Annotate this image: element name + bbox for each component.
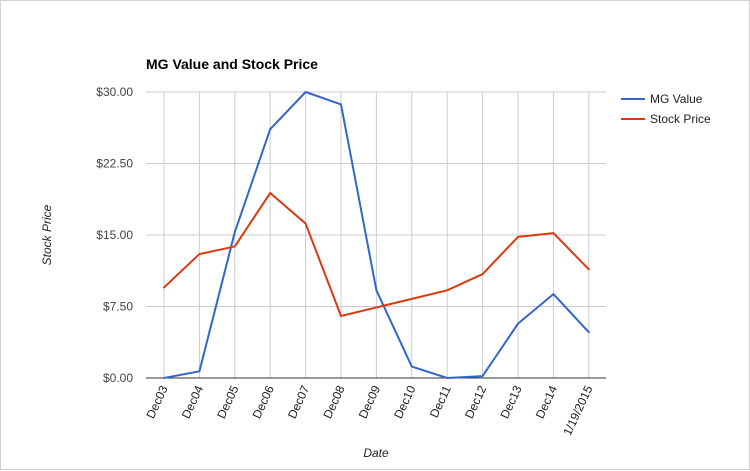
- x-tick-label: Dec03: [143, 383, 170, 421]
- y-tick-label: $15.00: [96, 228, 133, 242]
- y-tick-label: $22.50: [96, 157, 133, 171]
- x-tick-label: Dec08: [320, 383, 347, 421]
- y-tick-label: $7.50: [103, 300, 133, 314]
- x-axis-label: Date: [363, 446, 389, 460]
- x-tick-label: Dec09: [356, 383, 383, 421]
- legend: MG Value Stock Price: [621, 92, 711, 126]
- x-tick-label: Dec12: [462, 383, 489, 421]
- x-axis-ticks: Dec03 Dec04 Dec05 Dec06 Dec07 Dec08 Dec09 Dec10…: [143, 383, 595, 438]
- x-tick-label: Dec06: [250, 383, 277, 421]
- x-tick-label: 1/19/2015: [560, 383, 595, 438]
- x-tick-label: Dec04: [179, 383, 206, 421]
- x-tick-label: Dec07: [285, 383, 312, 421]
- y-tick-label: $30.00: [96, 85, 133, 99]
- x-tick-label: Dec13: [497, 383, 524, 421]
- x-tick-label: Dec14: [533, 383, 560, 421]
- x-tick-label: Dec11: [427, 383, 454, 420]
- x-tick-label: Dec05: [214, 383, 241, 421]
- x-tick-label: Dec10: [391, 383, 418, 421]
- y-axis-ticks: $0.00 $7.50 $15.00 $22.50 $30.00: [96, 85, 133, 385]
- y-tick-label: $0.00: [103, 371, 133, 385]
- legend-label: Stock Price: [650, 112, 711, 126]
- chart-title: MG Value and Stock Price: [146, 56, 318, 72]
- legend-label: MG Value: [650, 92, 703, 106]
- y-axis-label: Stock Price: [40, 204, 54, 265]
